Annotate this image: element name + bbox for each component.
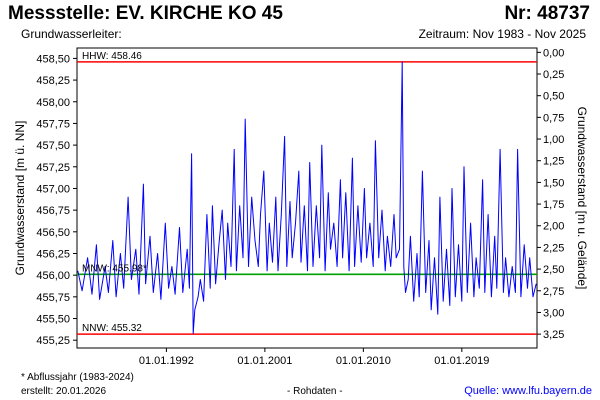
- station-title: Messstelle: EV. KIRCHE KO 45: [8, 3, 283, 24]
- y-tick-label: 457,50: [36, 140, 70, 152]
- y2-tick-label: 0,75: [543, 112, 564, 124]
- y-tick-label: 455,25: [36, 335, 70, 347]
- y-tick-label: 456,75: [36, 205, 70, 217]
- hydrological-year-note: * Abflussjahr (1983-2024): [21, 372, 134, 383]
- y2-tick-label: 1,25: [543, 156, 564, 168]
- y-tick-label: 458,50: [36, 53, 70, 65]
- y-tick-label: 455,50: [36, 314, 70, 326]
- x-tick-label: 01.01.2019: [434, 355, 489, 367]
- y2-tick-label: 1,50: [543, 177, 564, 189]
- y2-tick-label: 0,25: [543, 69, 564, 81]
- y2-tick-label: 0,50: [543, 91, 564, 103]
- source-link[interactable]: Quelle: www.lfu.bayern.de: [464, 385, 592, 397]
- y-tick-label: 457,00: [36, 183, 70, 195]
- y-tick-label: 455,75: [36, 292, 70, 304]
- y-tick-label: 457,75: [36, 118, 70, 130]
- aquifer-label: Grundwasserleiter:: [21, 27, 122, 41]
- y2-tick-label: 2,50: [543, 264, 564, 276]
- hhw-label: HHW: 458.46: [82, 51, 142, 62]
- y-tick-label: 457,25: [36, 162, 70, 174]
- y2-axis-label: Grundwasserstand [m u. Gelände]: [575, 107, 589, 290]
- y2-tick-label: 2,00: [543, 221, 564, 233]
- x-tick-label: 01.01.1992: [139, 355, 194, 367]
- x-tick-label: 01.01.2001: [237, 355, 292, 367]
- y2-tick-label: 3,00: [543, 307, 564, 319]
- groundwater-series-line: [77, 61, 537, 334]
- reference-labels: HHW: 458.46 MNW: 455.98* NNW: 455.32: [82, 51, 147, 334]
- y-tick-label: 456,25: [36, 248, 70, 260]
- x-tick-label: 01.01.2010: [336, 355, 391, 367]
- plot-area: [76, 47, 538, 349]
- y2-tick-label: 0,00: [543, 47, 564, 59]
- station-number: Nr: 48737: [504, 3, 590, 24]
- y-tick-label: 458,25: [36, 75, 70, 87]
- y-axis-label: Grundwasserstand [m ü. NN]: [13, 121, 27, 276]
- nnw-label: NNW: 455.32: [82, 323, 142, 334]
- y-tick-label: 456,50: [36, 227, 70, 239]
- created-date: erstellt: 20.01.2026: [21, 386, 107, 397]
- data-kind-label: - Rohdaten -: [287, 386, 343, 397]
- y2-tick-label: 3,25: [543, 329, 564, 341]
- groundwater-chart: HHW: 458.46 MNW: 455.98* NNW: 455.32 458,5…: [13, 47, 589, 367]
- y2-tick-label: 1,75: [543, 199, 564, 211]
- y2-tick-label: 1,00: [543, 134, 564, 146]
- period-label: Zeitraum: Nov 1983 - Nov 2025: [418, 27, 586, 41]
- y2-tick-label: 2,25: [543, 242, 564, 254]
- axes: 458,50 458,25 458,00 457,75 457,50 457,25 457,…: [36, 47, 564, 367]
- y-tick-label: 456,00: [36, 270, 70, 282]
- mnw-label: MNW: 455.98*: [82, 263, 147, 274]
- y2-tick-label: 2,75: [543, 286, 564, 298]
- y-tick-label: 458,00: [36, 97, 70, 109]
- series-group: [77, 61, 537, 334]
